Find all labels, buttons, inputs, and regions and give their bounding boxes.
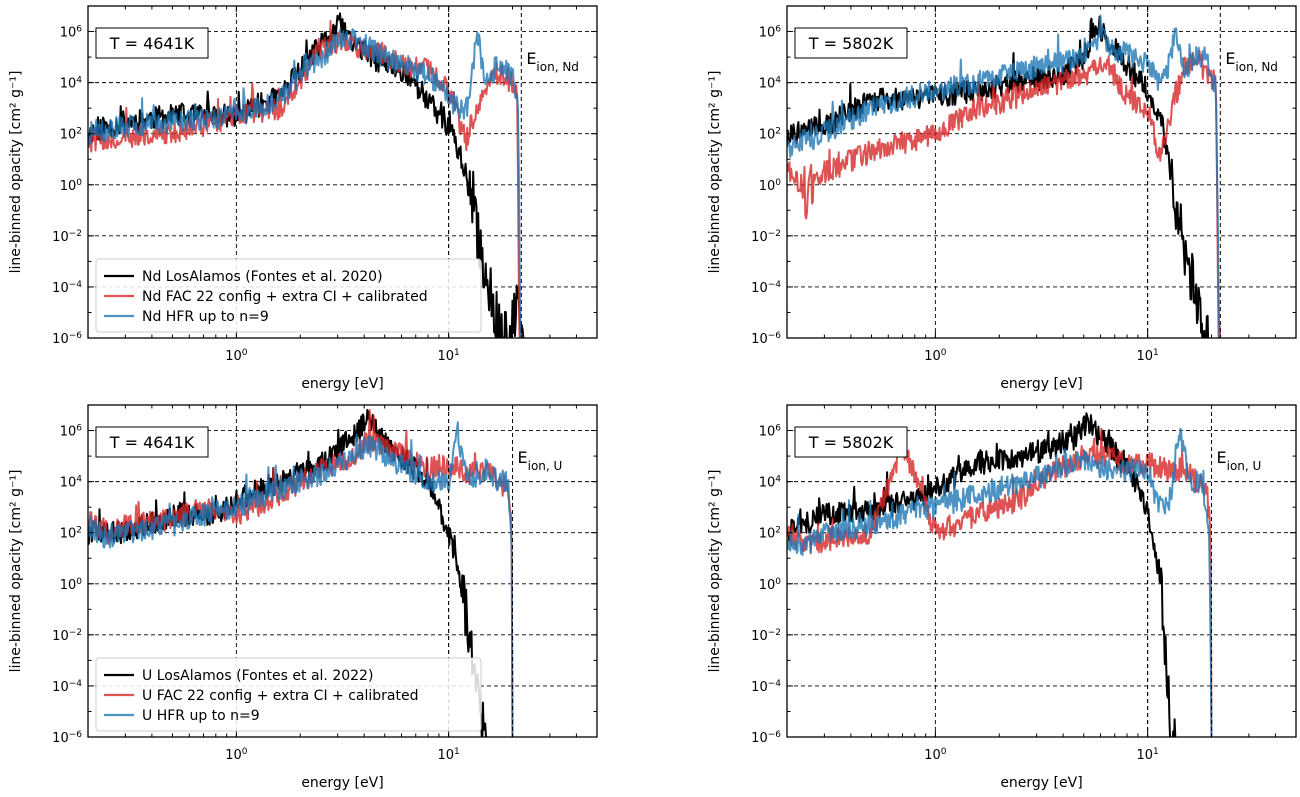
y-tick-label: 106 [759, 25, 782, 41]
temperature-label: T = 5802K [808, 433, 894, 452]
legend-label: Nd HFR up to n=9 [142, 309, 269, 325]
ticks [786, 405, 1297, 738]
x-axis-label: energy [eV] [1000, 376, 1082, 392]
legend-label: Nd LosAlamos (Fontes et al. 2020) [142, 269, 383, 285]
x-axis-label: energy [eV] [301, 775, 383, 791]
ionization-energy-label: Eion, U [1217, 448, 1262, 473]
ticks [87, 6, 598, 339]
ticks [786, 6, 1297, 339]
x-tick-label: 101 [1136, 348, 1158, 364]
y-tick-label: 106 [759, 424, 782, 440]
series-line-losalamos [787, 412, 1177, 737]
series-line-losalamos [787, 15, 1210, 338]
y-tick-label: 10−4 [52, 280, 82, 296]
y-tick-label: 100 [60, 178, 83, 194]
series-line-hfr [787, 14, 1221, 338]
plot-frame [786, 404, 1297, 738]
y-tick-label: 100 [759, 577, 782, 593]
temperature-annotation: T = 5802K [794, 27, 908, 59]
series-group [787, 14, 1222, 338]
chart-panel-3: 10−6 10−4 10−2 100 102 104 106 100 101 energy [eV… [8, 404, 598, 791]
y-tick-label: 106 [60, 424, 83, 440]
legend: Nd LosAlamos (Fontes et al. 2020) Nd FAC … [95, 258, 482, 333]
ionization-energy-label: Eion, U [518, 448, 563, 473]
temperature-label: T = 4641K [109, 34, 195, 53]
y-tick-label: 100 [60, 577, 83, 593]
series-line-hfr [787, 427, 1213, 737]
y-tick-label: 102 [759, 526, 781, 542]
temperature-annotation: T = 4641K [95, 27, 209, 59]
legend-label: U HFR up to n=9 [142, 708, 260, 724]
chart-panel-1: 10−6 10−4 10−2 100 102 104 106 100 101 energy [eV… [8, 5, 598, 392]
y-tick-label: 104 [759, 76, 782, 92]
y-tick-label: 104 [60, 76, 83, 92]
x-tick-label: 100 [225, 747, 248, 763]
y-tick-label: 102 [60, 127, 82, 143]
ticks [87, 405, 598, 738]
temperature-label: T = 5802K [808, 34, 894, 53]
plot-frame [786, 5, 1297, 339]
temperature-annotation: T = 4641K [95, 426, 209, 458]
y-tick-label: 10−6 [52, 730, 82, 746]
chart-panel-2: 10−6 10−4 10−2 100 102 104 106 100 101 energy [eV… [707, 5, 1297, 392]
y-tick-label: 100 [759, 178, 782, 194]
y-axis-label: line-binned opacity [cm² g⁻¹] [707, 470, 723, 673]
x-tick-label: 100 [924, 747, 947, 763]
plot-frame [87, 404, 598, 738]
legend-label: U FAC 22 config + extra CI + calibrated [142, 688, 419, 704]
y-axis-label: line-binned opacity [cm² g⁻¹] [707, 71, 723, 274]
x-tick-label: 101 [1136, 747, 1158, 763]
series-group [88, 408, 514, 737]
y-tick-label: 10−6 [751, 331, 781, 347]
y-tick-label: 10−2 [52, 229, 82, 245]
y-tick-label: 10−6 [751, 730, 781, 746]
x-tick-label: 100 [924, 348, 947, 364]
y-tick-label: 10−4 [751, 679, 781, 695]
y-axis-label: line-binned opacity [cm² g⁻¹] [8, 71, 24, 274]
series-line-fac [787, 49, 1222, 338]
y-tick-label: 10−2 [751, 628, 781, 644]
y-tick-label: 10−6 [52, 331, 82, 347]
x-tick-label: 101 [437, 747, 459, 763]
legend-label: U LosAlamos (Fontes et al. 2022) [142, 668, 373, 684]
y-tick-label: 106 [60, 25, 83, 41]
x-tick-label: 100 [225, 348, 248, 364]
legend-label: Nd FAC 22 config + extra CI + calibrated [142, 289, 428, 305]
temperature-label: T = 4641K [109, 433, 195, 452]
temperature-annotation: T = 5802K [794, 426, 908, 458]
y-tick-label: 104 [60, 475, 83, 491]
y-tick-label: 102 [759, 127, 781, 143]
series-line-hfr [88, 421, 514, 737]
y-tick-label: 104 [759, 475, 782, 491]
y-tick-label: 10−4 [52, 679, 82, 695]
y-tick-label: 10−2 [52, 628, 82, 644]
y-tick-label: 102 [60, 526, 82, 542]
plot-frame [87, 5, 598, 339]
ionization-energy-label: Eion, Nd [1225, 49, 1278, 74]
legend: U LosAlamos (Fontes et al. 2022) U FAC 22… [95, 657, 482, 732]
y-tick-label: 10−2 [751, 229, 781, 245]
chart-panel-4: 10−6 10−4 10−2 100 102 104 106 100 101 energy [eV… [707, 404, 1297, 791]
x-tick-label: 101 [437, 348, 459, 364]
ionization-energy-label: Eion, Nd [526, 49, 579, 74]
y-axis-label: line-binned opacity [cm² g⁻¹] [8, 470, 24, 673]
x-axis-label: energy [eV] [301, 376, 383, 392]
y-tick-label: 10−4 [751, 280, 781, 296]
series-group [787, 412, 1213, 737]
x-axis-label: energy [eV] [1000, 775, 1082, 791]
